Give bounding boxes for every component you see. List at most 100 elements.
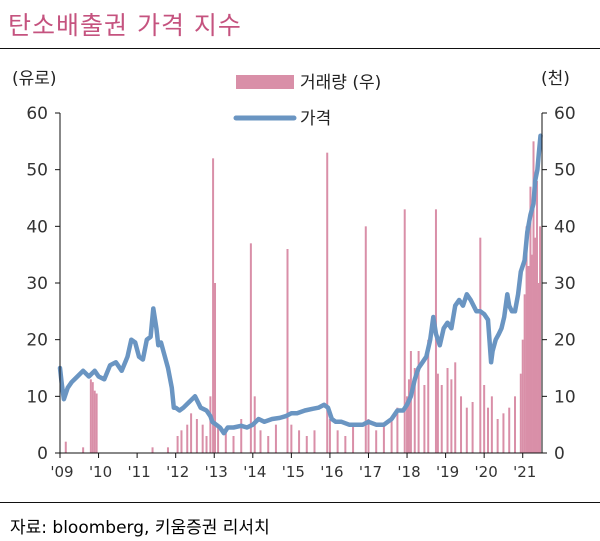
x-tick-label: '18 — [397, 463, 420, 481]
volume-bar — [205, 436, 208, 453]
right-tick-label: 20 — [554, 331, 576, 351]
volume-bar — [487, 407, 490, 453]
x-ticks: '09 '10 '11 '12 '13 '14 '15 '16 '17 '18 '19 '20 '21 — [50, 453, 536, 481]
volume-bar — [195, 419, 198, 453]
volume-bar — [519, 373, 522, 453]
volume-bar — [209, 396, 212, 453]
right-tick-label: 30 — [554, 274, 576, 294]
left-tick-label: 20 — [26, 331, 48, 351]
price-line — [57, 133, 543, 436]
x-tick-label: '21 — [513, 463, 536, 481]
volume-bar — [496, 419, 499, 453]
volume-bar — [64, 441, 67, 453]
volume-bar — [479, 237, 482, 453]
volume-bar — [436, 373, 439, 453]
left-axis-unit: (유로) — [12, 69, 57, 89]
volume-bar — [490, 396, 493, 453]
volume-bar — [390, 419, 393, 453]
right-y-ticks: 0 10 20 30 40 50 60 — [542, 104, 576, 464]
volume-bar — [521, 339, 524, 453]
volume-bar — [508, 407, 511, 453]
volume-bar — [82, 447, 85, 453]
volume-bar — [214, 283, 217, 453]
volume-bar — [328, 419, 331, 453]
legend-volume-label: 거래량 (우) — [300, 73, 381, 93]
volume-bar — [190, 413, 193, 453]
left-tick-label: 40 — [26, 217, 48, 237]
right-tick-label: 50 — [554, 161, 576, 181]
volume-bar — [502, 413, 505, 453]
volume-bar — [201, 424, 204, 453]
volume-bar — [406, 396, 409, 453]
volume-bar — [537, 283, 540, 453]
volume-bar — [166, 447, 169, 453]
volume-bar — [525, 226, 528, 453]
volume-bar — [409, 351, 412, 453]
x-tick-label: '13 — [205, 463, 228, 481]
volume-bar — [523, 294, 526, 453]
volume-bar — [259, 430, 262, 453]
legend-price-label: 가격 — [300, 109, 331, 129]
volume-bar — [527, 266, 530, 453]
volume-bar — [274, 424, 277, 453]
legend: 거래량 (우) 가격 — [233, 73, 381, 129]
volume-bar — [460, 396, 463, 453]
volume-bar — [367, 419, 370, 453]
x-tick-label: '12 — [166, 463, 189, 481]
volume-bar — [535, 181, 538, 453]
volume-bar — [375, 430, 378, 453]
left-tick-label: 60 — [26, 104, 48, 124]
right-axis-unit: (천) — [541, 69, 570, 89]
title-divider — [0, 48, 600, 49]
x-tick-label: '19 — [436, 463, 459, 481]
right-tick-label: 40 — [554, 217, 576, 237]
volume-bar — [95, 393, 98, 453]
volume-bar — [413, 368, 416, 453]
volume-bar — [417, 351, 420, 453]
volume-bar — [344, 436, 347, 453]
volume-bar — [305, 436, 308, 453]
volume-bar — [313, 430, 316, 453]
volume-bar — [465, 407, 468, 453]
source-divider — [0, 502, 600, 503]
volume-bar — [440, 385, 443, 453]
volume-bar — [298, 430, 301, 453]
volume-bar — [186, 424, 189, 453]
x-tick-label: '09 — [50, 463, 73, 481]
volume-bar — [514, 396, 517, 453]
volume-bar — [382, 424, 385, 453]
volume-bar — [176, 436, 179, 453]
x-tick-label: '11 — [128, 463, 151, 481]
x-tick-label: '16 — [320, 463, 343, 481]
chart-title: 탄소배출권 가격 지수 — [8, 11, 242, 40]
volume-bar — [539, 226, 542, 453]
volume-bar — [212, 158, 215, 454]
x-tick-label: '14 — [243, 463, 266, 481]
x-tick-label: '20 — [475, 463, 498, 481]
legend-volume-swatch — [236, 75, 294, 89]
volume-bar — [471, 402, 474, 453]
volume-bar — [326, 152, 329, 453]
right-tick-label: 10 — [554, 387, 576, 407]
volume-bar — [364, 226, 367, 453]
left-y-ticks: 0 10 20 30 40 50 60 — [26, 104, 60, 464]
x-tick-label: '10 — [89, 463, 112, 481]
volume-bar — [423, 385, 426, 453]
source-note: 자료: bloomberg, 키움증권 리서치 — [10, 518, 270, 538]
left-tick-label: 30 — [26, 274, 48, 294]
volume-bar — [180, 430, 183, 453]
volume-bar — [407, 379, 410, 453]
x-tick-label: '15 — [282, 463, 305, 481]
volume-bar — [151, 447, 154, 453]
right-tick-label: 0 — [554, 444, 565, 464]
volume-bar — [454, 362, 457, 453]
volume-bar — [529, 186, 532, 453]
volume-bar — [232, 436, 235, 453]
volume-bar — [240, 419, 243, 453]
volume-bar — [534, 237, 537, 453]
volume-bar — [224, 430, 227, 453]
volume-bar — [93, 390, 96, 453]
volume-bar — [89, 379, 92, 453]
right-tick-label: 60 — [554, 104, 576, 124]
